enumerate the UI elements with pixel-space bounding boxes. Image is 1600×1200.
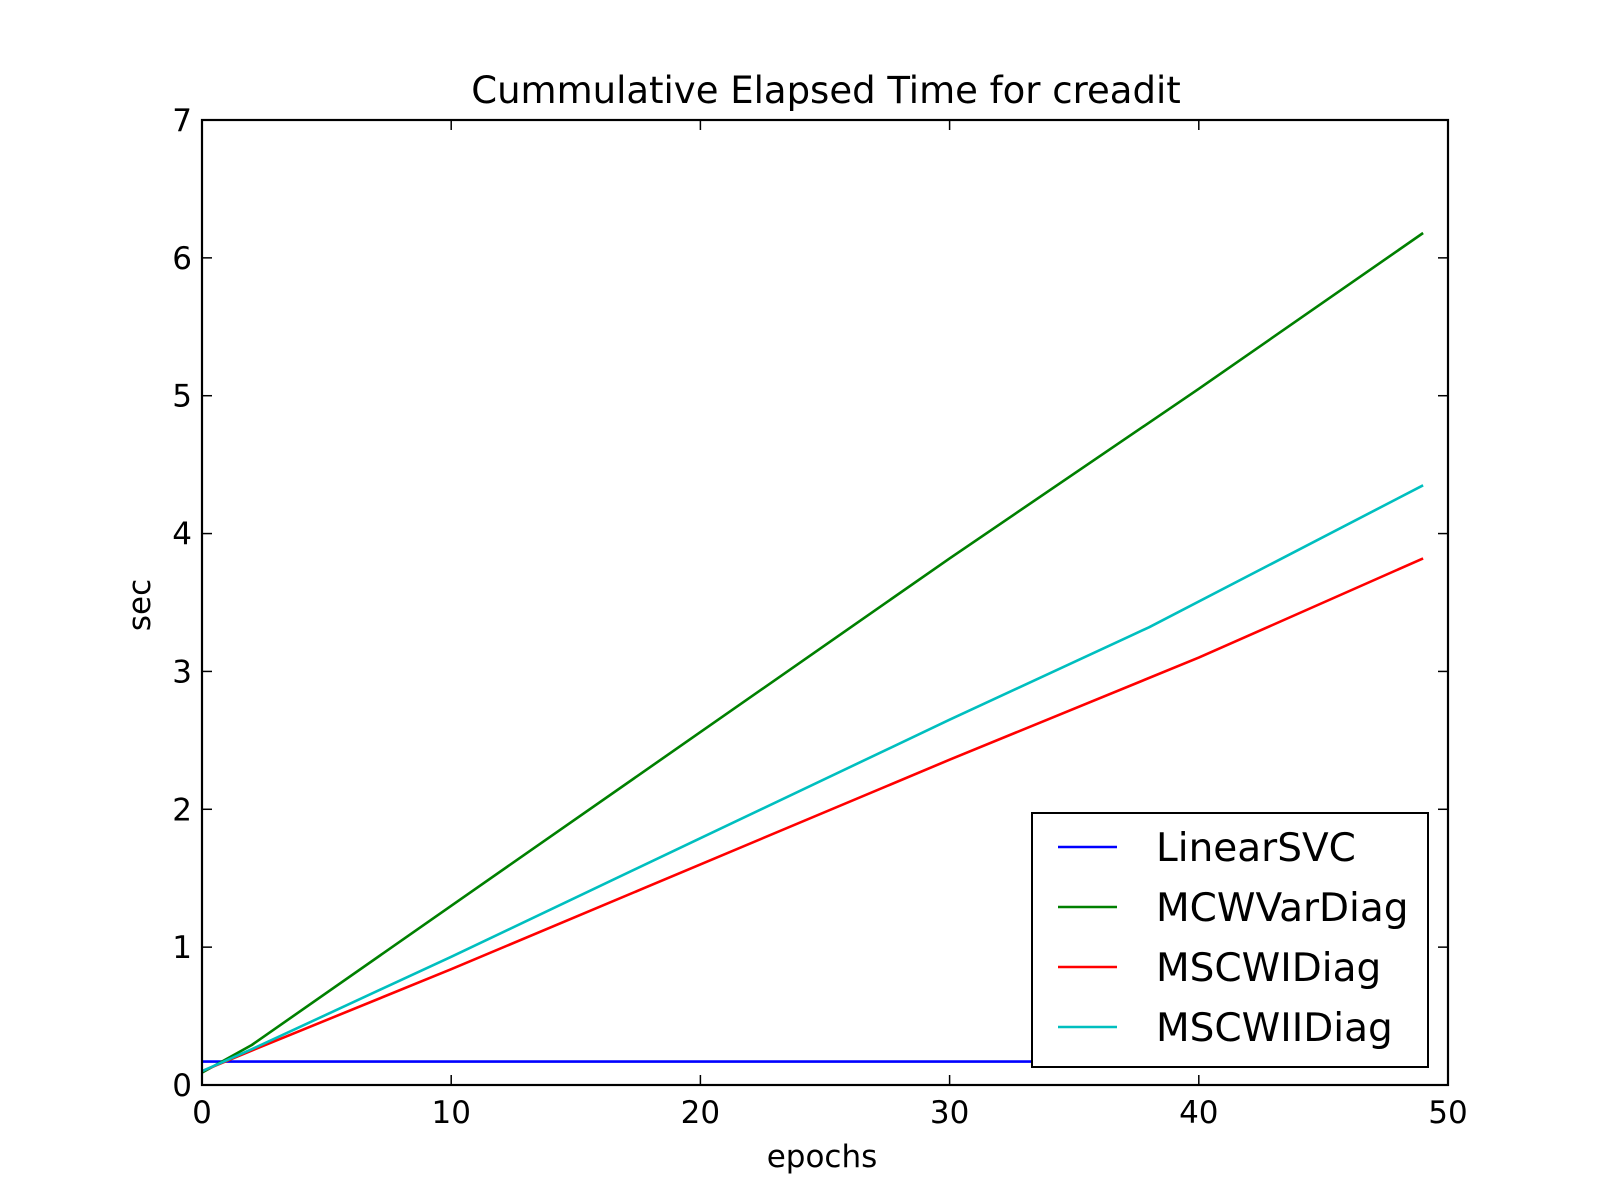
x-tick-label: 10 — [431, 1095, 470, 1131]
legend-box — [1031, 812, 1429, 1068]
x-tick-label: 20 — [681, 1095, 720, 1131]
y-tick-label: 4 — [172, 517, 192, 553]
y-tick-label: 3 — [172, 654, 192, 690]
series-layer — [201, 231, 1424, 1074]
x-tick-label: 30 — [930, 1095, 969, 1131]
y-tick-label: 0 — [172, 1068, 192, 1104]
x-tick-label: 0 — [192, 1095, 212, 1131]
y-tick-label: 1 — [172, 930, 192, 966]
x-tick-label: 50 — [1428, 1095, 1467, 1131]
y-tick-label: 2 — [172, 792, 192, 828]
chart-title: Cummulative Elapsed Time for creadit — [471, 69, 1181, 112]
x-tick-label: 40 — [1179, 1095, 1218, 1131]
series-line-mcwvardiag — [201, 231, 1424, 1074]
legend-label-mcwvardiag: MCWVarDiag — [1156, 886, 1409, 931]
axes-frame — [200, 118, 1450, 1087]
y-tick-label: 6 — [172, 241, 192, 277]
x-axis-label: epochs — [767, 1139, 878, 1175]
y-tick-label: 5 — [172, 379, 192, 415]
y-axis-label: sec — [122, 579, 158, 631]
legend: LinearSVC MCWVarDiag MSCWIDiag MSCWIIDiag — [1031, 812, 1429, 1068]
legend-label-mscwidiag: MSCWIDiag — [1156, 946, 1381, 991]
legend-label-mscwiidiag: MSCWIIDiag — [1156, 1006, 1393, 1051]
y-tick-label: 7 — [172, 103, 192, 139]
series-line-mscwiidiag — [201, 484, 1424, 1073]
legend-label-linearsvc: LinearSVC — [1156, 826, 1356, 871]
axes-layer: 0 10 20 30 40 50 0 1 2 3 4 5 6 7 — [172, 103, 1467, 1131]
